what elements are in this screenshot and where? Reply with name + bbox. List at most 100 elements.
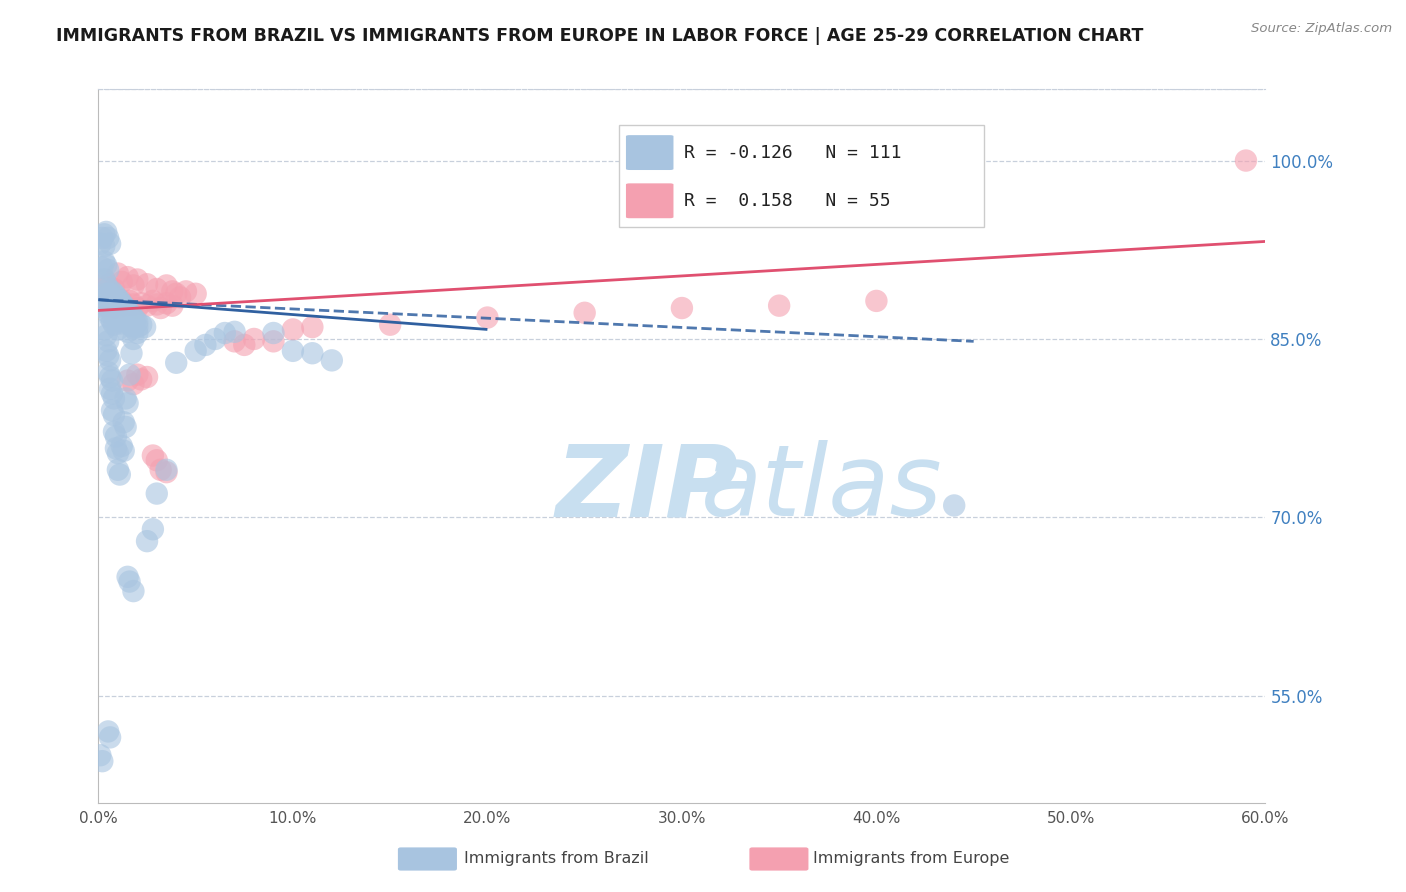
- Point: [112, 443, 135, 458]
- Point: [107, 292, 129, 306]
- Point: [122, 332, 145, 346]
- Point: [165, 286, 187, 301]
- Point: [111, 307, 134, 321]
- Point: [127, 368, 149, 382]
- Point: [97, 349, 120, 363]
- Text: IMMIGRANTS FROM BRAZIL VS IMMIGRANTS FROM EUROPE IN LABOR FORCE | AGE 25-29 CORR: IMMIGRANTS FROM BRAZIL VS IMMIGRANTS FRO…: [56, 27, 1143, 45]
- Point: [104, 429, 127, 443]
- Point: [146, 282, 169, 296]
- Point: [97, 306, 120, 320]
- Point: [149, 463, 172, 477]
- Point: [93, 301, 115, 315]
- Point: [103, 318, 125, 332]
- Point: [98, 302, 121, 317]
- Point: [214, 326, 236, 340]
- Point: [118, 306, 141, 320]
- Point: [136, 277, 159, 292]
- Point: [301, 320, 323, 334]
- Point: [107, 446, 129, 460]
- Point: [111, 293, 134, 308]
- Point: [98, 302, 121, 317]
- Point: [96, 258, 118, 272]
- Point: [129, 318, 152, 332]
- Point: [281, 343, 304, 358]
- Point: [107, 301, 129, 315]
- Point: [233, 338, 256, 352]
- Point: [117, 570, 139, 584]
- Point: [127, 272, 149, 286]
- FancyBboxPatch shape: [626, 184, 673, 219]
- Point: [155, 278, 177, 293]
- Point: [97, 334, 120, 349]
- Point: [91, 293, 114, 308]
- Point: [103, 286, 125, 301]
- Point: [142, 522, 165, 536]
- Point: [117, 325, 139, 339]
- Point: [98, 370, 121, 384]
- Point: [127, 326, 149, 340]
- Point: [117, 303, 139, 318]
- Point: [91, 754, 114, 768]
- Point: [169, 290, 191, 304]
- Point: [96, 297, 118, 311]
- Point: [224, 325, 246, 339]
- Point: [136, 370, 159, 384]
- Point: [184, 286, 207, 301]
- Point: [111, 296, 134, 310]
- Point: [671, 301, 693, 315]
- Point: [162, 299, 184, 313]
- Point: [97, 278, 120, 293]
- Point: [378, 318, 402, 332]
- Point: [122, 377, 145, 392]
- Point: [97, 289, 120, 303]
- Point: [111, 317, 134, 331]
- Point: [97, 724, 120, 739]
- Point: [321, 353, 343, 368]
- Point: [101, 314, 124, 328]
- Point: [104, 442, 127, 456]
- Point: [111, 275, 134, 289]
- Point: [108, 467, 131, 482]
- Text: R = -0.126   N = 111: R = -0.126 N = 111: [685, 144, 901, 161]
- Point: [114, 392, 136, 406]
- Point: [262, 326, 284, 340]
- Point: [103, 425, 125, 439]
- Point: [122, 297, 145, 311]
- Point: [101, 293, 124, 308]
- Text: atlas: atlas: [702, 441, 943, 537]
- Point: [91, 293, 114, 308]
- Point: [262, 334, 284, 349]
- Point: [101, 386, 124, 401]
- Point: [93, 254, 115, 268]
- Point: [865, 293, 887, 308]
- Point: [114, 299, 136, 313]
- Point: [142, 293, 165, 308]
- Point: [184, 343, 207, 358]
- Point: [89, 236, 111, 251]
- Point: [104, 310, 127, 324]
- Point: [127, 301, 149, 315]
- Point: [96, 299, 118, 313]
- Point: [127, 320, 149, 334]
- Point: [96, 277, 118, 292]
- Point: [281, 322, 304, 336]
- Point: [101, 285, 124, 299]
- Point: [165, 356, 187, 370]
- Point: [103, 296, 125, 310]
- Point: [118, 317, 141, 331]
- Point: [162, 285, 184, 299]
- Point: [121, 308, 143, 322]
- Point: [93, 239, 115, 253]
- Point: [114, 420, 136, 434]
- Point: [146, 453, 169, 467]
- Point: [91, 299, 114, 313]
- Point: [155, 463, 177, 477]
- Point: [104, 300, 127, 314]
- Point: [122, 278, 145, 293]
- Point: [224, 334, 246, 349]
- Point: [101, 374, 124, 388]
- Point: [943, 499, 966, 513]
- Point: [101, 304, 124, 318]
- Point: [97, 263, 120, 277]
- Point: [101, 403, 124, 417]
